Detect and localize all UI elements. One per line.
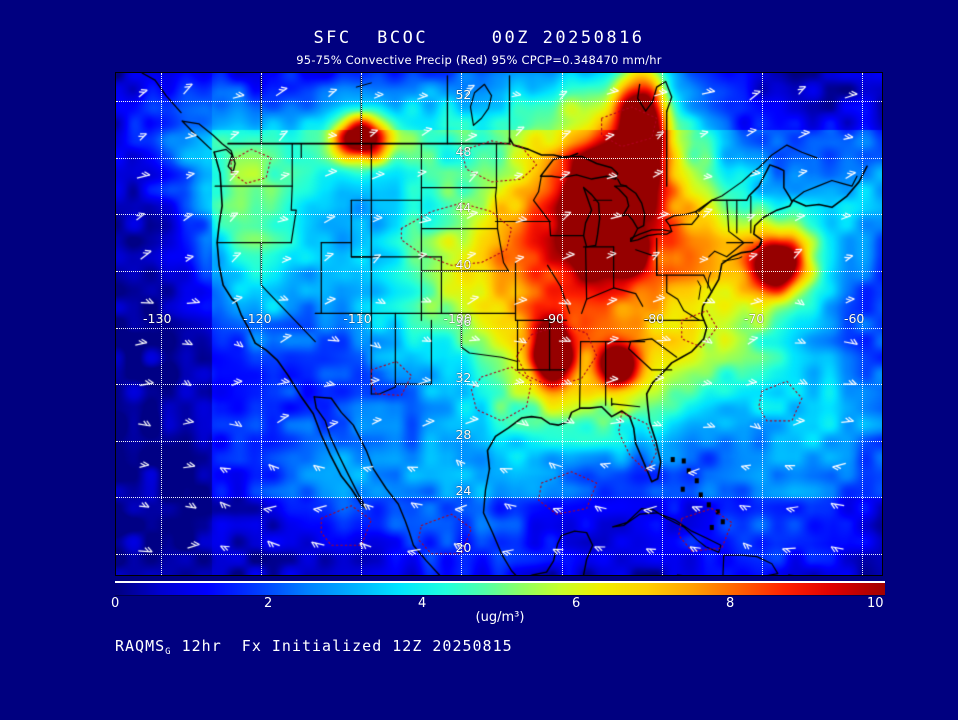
lat-label: 32 bbox=[455, 370, 472, 386]
gridline-lat bbox=[116, 101, 882, 103]
gridline-lat bbox=[116, 270, 882, 272]
gridline-lon bbox=[261, 73, 263, 575]
gridline-lat bbox=[116, 440, 882, 442]
model-subscript: G bbox=[165, 647, 172, 657]
model-caption: RAQMSG 12hr Fx Initialized 12Z 20250815 bbox=[115, 637, 513, 657]
lat-label: 28 bbox=[455, 426, 472, 442]
lat-label: 52 bbox=[455, 87, 472, 103]
colorbar-tick-label: 6 bbox=[572, 596, 581, 611]
lon-label: -110 bbox=[343, 311, 372, 327]
colorbar-tick-label: 0 bbox=[111, 596, 120, 611]
lon-label: -100 bbox=[443, 311, 472, 327]
lat-label: 24 bbox=[455, 483, 472, 499]
lat-label: 48 bbox=[455, 143, 472, 159]
gridline-lon bbox=[761, 73, 763, 575]
lat-label: 36 bbox=[455, 313, 472, 329]
caption-rest: 12hr Fx Initialized 12Z 20250815 bbox=[171, 637, 513, 655]
lon-label: -80 bbox=[643, 311, 665, 327]
gridline-lat bbox=[116, 327, 882, 329]
gridline-lon bbox=[461, 73, 463, 575]
lon-label: -90 bbox=[543, 311, 564, 327]
gridline-lat bbox=[116, 497, 882, 499]
lon-label: -60 bbox=[843, 311, 865, 327]
lon-label: -70 bbox=[743, 311, 765, 327]
map-panel[interactable]: -130 -120 -110 -100 -90 -80 -70 -60 52 48 44 40 36 32… bbox=[115, 72, 883, 576]
lat-label: 40 bbox=[455, 256, 472, 272]
colorbar-tick-label: 2 bbox=[264, 596, 273, 611]
gridline-lat bbox=[116, 157, 882, 159]
concentration-heatmap bbox=[116, 73, 882, 575]
lon-label: -130 bbox=[143, 311, 172, 327]
lon-label: -120 bbox=[243, 311, 272, 327]
gridline-lon bbox=[861, 73, 863, 575]
gridline-lon bbox=[661, 73, 663, 575]
model-name: RAQMS bbox=[115, 637, 166, 655]
page-subtitle: 95-75% Convective Precip (Red) 95% CPCP=… bbox=[296, 53, 662, 67]
colorbar-tick-label: 10 bbox=[867, 596, 884, 611]
lat-label: 20 bbox=[455, 539, 472, 555]
colorbar-tick-label: 8 bbox=[726, 596, 735, 611]
gridline-lon bbox=[161, 73, 163, 575]
gridline-lon bbox=[361, 73, 363, 575]
lat-label: 44 bbox=[455, 200, 472, 216]
colorbar bbox=[115, 581, 885, 596]
gridline-lon bbox=[561, 73, 563, 575]
colorbar-tick-label: 4 bbox=[418, 596, 427, 611]
page-title: SFC BCOC 00Z 20250816 bbox=[313, 28, 645, 48]
gridline-lat bbox=[116, 384, 882, 386]
colorbar-units-label: (ug/m³) bbox=[475, 610, 525, 625]
gridline-lat bbox=[116, 214, 882, 216]
gridline-lat bbox=[116, 553, 882, 555]
